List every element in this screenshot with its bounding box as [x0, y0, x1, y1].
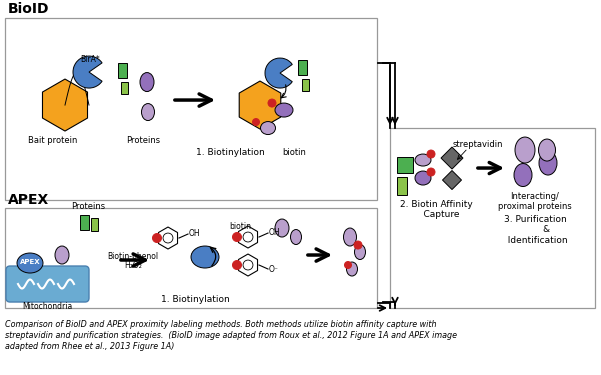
Bar: [91, 218, 98, 231]
Polygon shape: [239, 226, 257, 248]
Text: H₂O₂: H₂O₂: [124, 261, 142, 270]
Text: Proteins: Proteins: [71, 202, 105, 211]
Ellipse shape: [252, 118, 260, 126]
Ellipse shape: [153, 234, 162, 243]
Text: BioID: BioID: [8, 2, 49, 16]
Polygon shape: [239, 254, 257, 276]
Ellipse shape: [427, 168, 435, 176]
Ellipse shape: [344, 261, 352, 268]
Text: streptavidin: streptavidin: [453, 140, 503, 149]
Text: adapted from Rhee et al., 2013 Figure 1A): adapted from Rhee et al., 2013 Figure 1A…: [5, 342, 174, 351]
Ellipse shape: [260, 122, 275, 135]
Text: 1. Biotinylation: 1. Biotinylation: [160, 295, 230, 304]
Wedge shape: [73, 56, 102, 88]
Ellipse shape: [140, 72, 154, 92]
Ellipse shape: [233, 232, 242, 242]
Text: 3. Purification
        &
  Identification: 3. Purification & Identification: [502, 215, 568, 245]
Bar: [390, 128, 595, 308]
Ellipse shape: [355, 244, 365, 260]
Polygon shape: [43, 79, 88, 131]
Text: Interacting/
proximal proteins: Interacting/ proximal proteins: [498, 192, 572, 211]
Ellipse shape: [538, 139, 555, 161]
Text: streptavidin and purification strategies.  (BioID image adapted from Roux et al.: streptavidin and purification strategies…: [5, 331, 457, 340]
Ellipse shape: [141, 104, 154, 120]
Text: 1. Biotinylation: 1. Biotinylation: [195, 148, 264, 157]
Text: Mitochondria: Mitochondria: [22, 302, 72, 311]
Bar: [5, 208, 377, 308]
Text: Proteins: Proteins: [126, 136, 160, 145]
Text: Biotin-phenol: Biotin-phenol: [108, 252, 159, 261]
Ellipse shape: [415, 171, 431, 185]
Polygon shape: [239, 81, 281, 129]
Ellipse shape: [55, 246, 69, 264]
Text: Bait protein: Bait protein: [28, 136, 78, 145]
Ellipse shape: [268, 99, 276, 107]
Bar: [397, 157, 413, 173]
Text: APEX: APEX: [20, 259, 40, 265]
Ellipse shape: [427, 150, 435, 158]
Polygon shape: [442, 171, 462, 189]
Ellipse shape: [354, 241, 362, 249]
Text: biotin: biotin: [229, 222, 251, 231]
Text: Comparison of BioID and APEX proximity labeling methods. Both methods utilize bi: Comparison of BioID and APEX proximity l…: [5, 320, 436, 329]
Bar: [121, 82, 128, 94]
Ellipse shape: [347, 262, 358, 276]
Ellipse shape: [275, 219, 289, 237]
Ellipse shape: [514, 164, 532, 186]
Text: 2. Biotin Affinity
    Capture: 2. Biotin Affinity Capture: [400, 200, 472, 219]
Ellipse shape: [233, 261, 242, 270]
Text: OH: OH: [189, 228, 201, 237]
FancyBboxPatch shape: [6, 266, 89, 302]
Ellipse shape: [415, 154, 431, 166]
Text: biotin: biotin: [282, 148, 306, 157]
Bar: [5, 18, 377, 200]
Bar: [397, 177, 407, 195]
Bar: [298, 60, 307, 75]
Text: O⁻: O⁻: [269, 264, 279, 273]
Polygon shape: [159, 227, 177, 249]
Ellipse shape: [515, 137, 535, 163]
Text: APEX: APEX: [8, 193, 49, 207]
Bar: [118, 63, 127, 78]
Ellipse shape: [275, 103, 293, 117]
Wedge shape: [265, 58, 292, 88]
Polygon shape: [441, 147, 463, 169]
Ellipse shape: [17, 253, 43, 273]
Bar: [302, 79, 309, 91]
Ellipse shape: [191, 246, 219, 268]
Ellipse shape: [290, 230, 302, 244]
Bar: [80, 215, 89, 230]
Ellipse shape: [344, 228, 356, 246]
Text: OH: OH: [269, 228, 281, 237]
Text: BirA*: BirA*: [80, 55, 100, 64]
Ellipse shape: [539, 151, 557, 175]
